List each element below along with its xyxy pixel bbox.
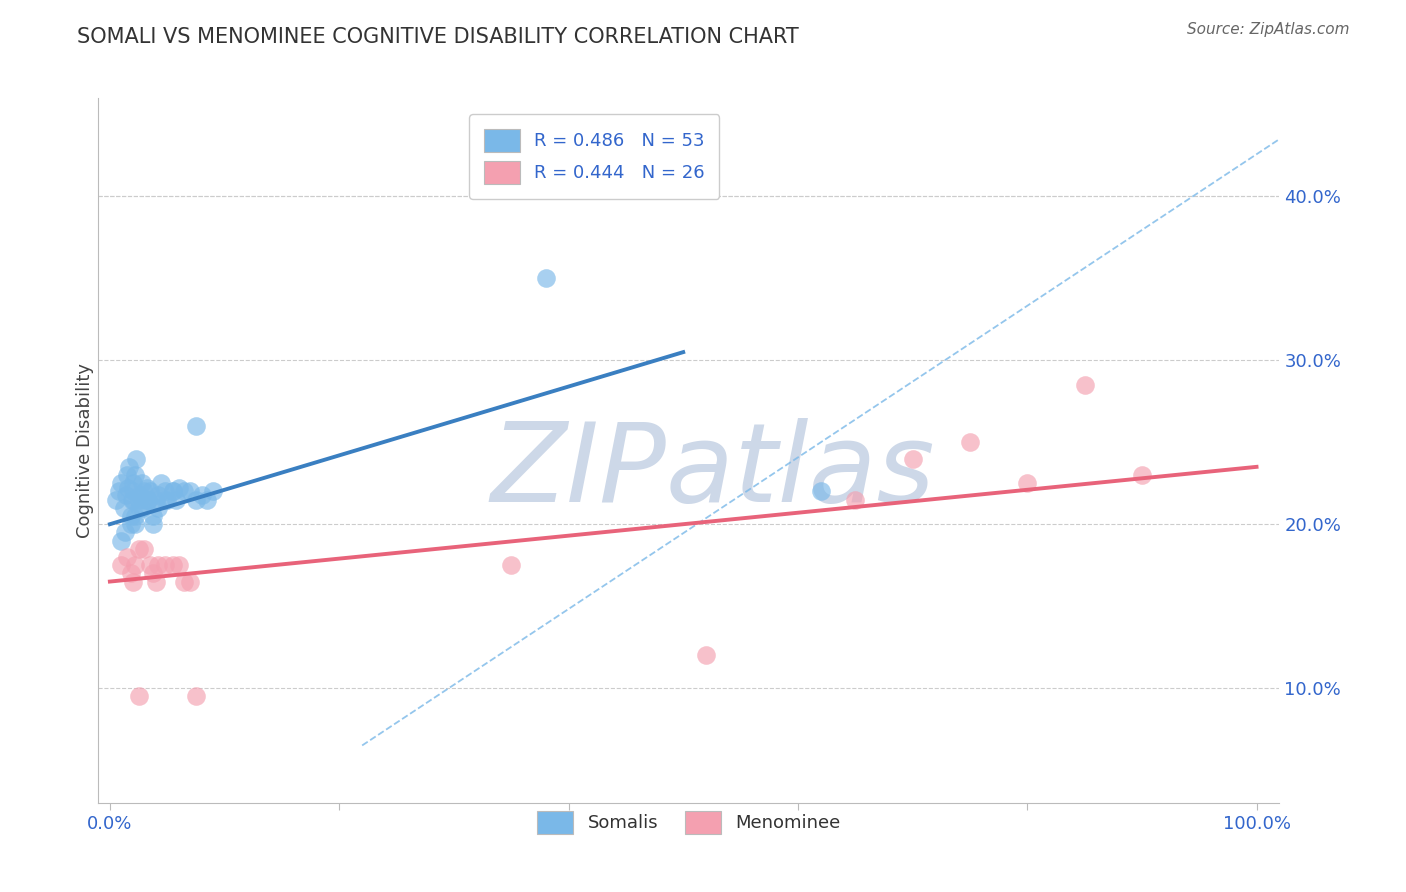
Point (145, 492, 167, 507)
Point (134, 484, 156, 499)
Point (146, 488, 169, 502)
Point (108, 484, 131, 499)
Point (134, 541, 156, 556)
Point (128, 500, 150, 515)
Point (142, 566, 165, 581)
Point (146, 500, 169, 515)
Point (110, 476, 132, 491)
Point (162, 484, 184, 499)
Point (128, 690, 150, 704)
Point (128, 541, 150, 556)
Text: SOMALI VS MENOMINEE COGNITIVE DISABILITY CORRELATION CHART: SOMALI VS MENOMINEE COGNITIVE DISABILITY… (77, 27, 799, 46)
Point (121, 476, 143, 491)
Point (142, 508, 165, 523)
Point (128, 492, 150, 507)
Point (173, 484, 195, 499)
Point (131, 476, 153, 491)
Point (202, 484, 225, 499)
Point (1130, 468, 1153, 483)
Point (131, 500, 153, 515)
Text: Source: ZipAtlas.com: Source: ZipAtlas.com (1187, 22, 1350, 37)
Point (121, 492, 143, 507)
Point (114, 525, 136, 540)
Legend: Somalis, Menominee: Somalis, Menominee (527, 802, 851, 843)
Point (117, 481, 139, 495)
Point (124, 517, 146, 532)
Point (124, 468, 146, 483)
Point (901, 451, 924, 466)
Point (124, 558, 146, 573)
Point (120, 517, 142, 532)
Point (173, 574, 195, 589)
Point (162, 558, 184, 573)
Point (1073, 378, 1095, 392)
Point (184, 690, 207, 704)
Point (156, 492, 179, 507)
Point (501, 558, 523, 573)
Point (115, 468, 138, 483)
Point (145, 574, 167, 589)
Point (184, 492, 207, 507)
Point (139, 558, 162, 573)
Point (136, 492, 159, 507)
Point (142, 517, 165, 532)
Point (195, 492, 218, 507)
Point (110, 533, 132, 548)
Point (128, 488, 150, 502)
Point (810, 484, 832, 499)
Y-axis label: Cognitive Disability: Cognitive Disability (76, 363, 94, 538)
Point (153, 492, 176, 507)
Point (136, 492, 159, 507)
Point (104, 492, 127, 507)
Point (118, 459, 141, 474)
Point (179, 574, 201, 589)
Point (534, 271, 557, 285)
Point (190, 488, 212, 502)
Point (167, 481, 190, 495)
Point (695, 648, 717, 663)
Point (120, 508, 142, 523)
Point (165, 492, 187, 507)
Point (153, 558, 176, 573)
Point (121, 574, 143, 589)
Point (844, 492, 866, 507)
Point (162, 484, 184, 499)
Point (115, 488, 138, 502)
Text: ZIPatlas: ZIPatlas (491, 418, 935, 525)
Point (110, 558, 132, 573)
Point (184, 418, 207, 433)
Point (167, 558, 190, 573)
Point (139, 484, 162, 499)
Point (959, 435, 981, 450)
Point (115, 549, 138, 564)
Point (153, 484, 176, 499)
Point (150, 476, 173, 491)
Point (121, 492, 143, 507)
Point (134, 492, 156, 507)
Point (120, 566, 142, 581)
Point (179, 484, 201, 499)
Point (124, 508, 146, 523)
Point (135, 481, 157, 495)
Point (121, 484, 143, 499)
Point (112, 500, 135, 515)
Point (1017, 476, 1039, 491)
Point (125, 451, 148, 466)
Point (146, 558, 169, 573)
